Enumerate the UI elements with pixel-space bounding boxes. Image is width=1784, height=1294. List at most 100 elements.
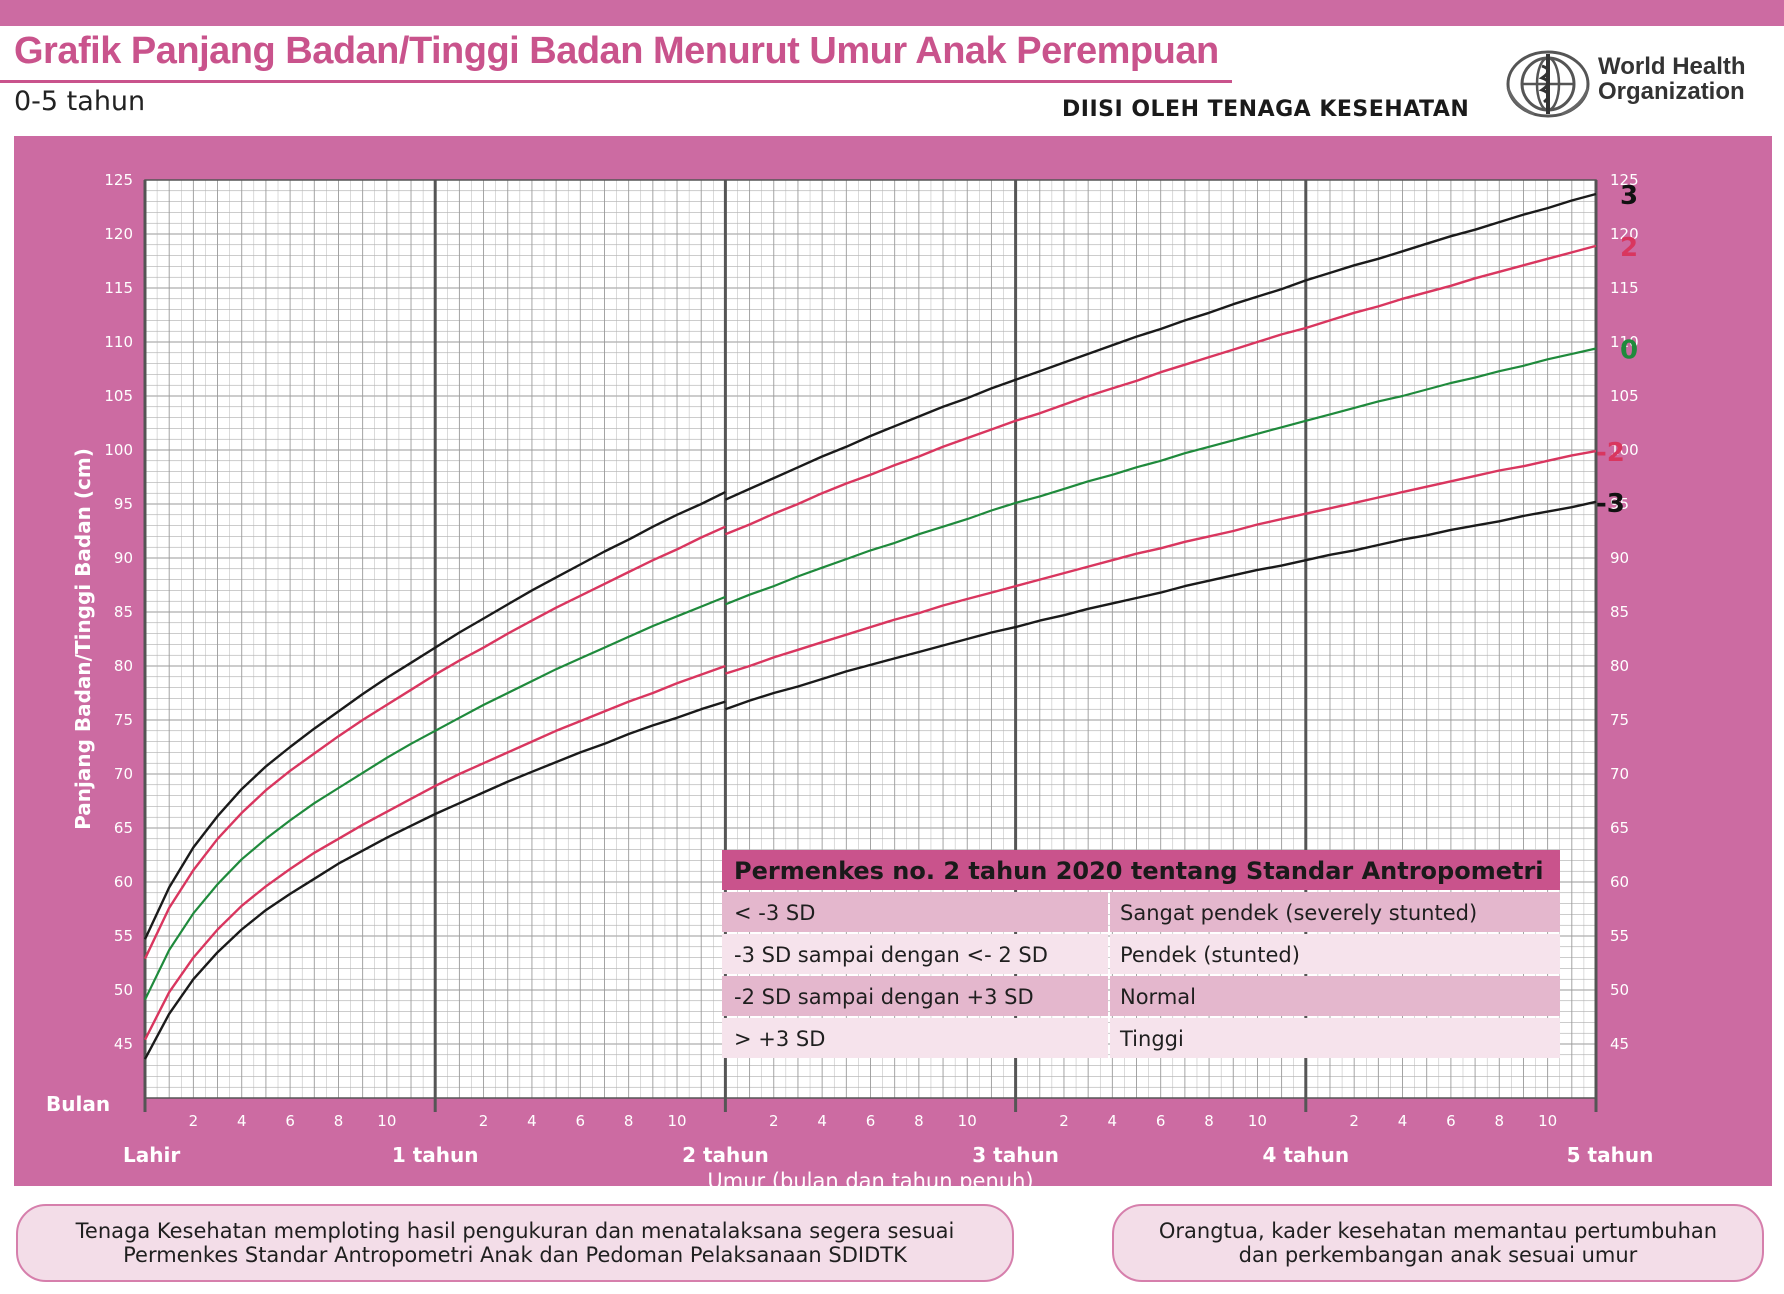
y-tick-label-left: 125 (104, 171, 133, 189)
y-tick-label-left: 75 (114, 711, 133, 729)
x-month-tick-label: 2 (189, 1112, 199, 1130)
sd-label: 3 (1620, 181, 1638, 211)
y-tick-label-right: 100 (1610, 441, 1639, 459)
y-tick-label-left: 110 (104, 333, 133, 351)
health-worker-note: Tenaga Kesehatan memploting hasil penguk… (16, 1204, 1014, 1282)
parent-note-line1: Orangtua, kader kesehatan memantau pertu… (1158, 1219, 1718, 1243)
x-month-tick-label: 2 (479, 1112, 489, 1130)
y-tick-label-right: 90 (1610, 549, 1629, 567)
who-name: World Health Organization (1598, 54, 1746, 104)
y-tick-label-right: 110 (1610, 333, 1639, 351)
y-tick-label-left: 120 (104, 225, 133, 243)
y-tick-label-right: 50 (1610, 981, 1629, 999)
x-month-tick-label: 4 (1108, 1112, 1118, 1130)
growth-chart: Permenkes no. 2 tahun 2020 tentang Stand… (46, 171, 1654, 1186)
y-tick-label-left: 80 (114, 657, 133, 675)
y-tick-label-right: 115 (1610, 279, 1639, 297)
table-range-cell: -2 SD sampai dengan +3 SD (734, 985, 1034, 1009)
y-tick-label-right: 125 (1610, 171, 1639, 189)
y-tick-label-left: 50 (114, 981, 133, 999)
y-tick-label-right: 105 (1610, 387, 1639, 405)
x-month-tick-label: 2 (769, 1112, 779, 1130)
who-name-line2: Organization (1598, 78, 1745, 105)
page-title: Grafik Panjang Badan/Tinggi Badan Menuru… (14, 30, 1219, 72)
x-month-tick-label: 4 (817, 1112, 827, 1130)
parent-note: Orangtua, kader kesehatan memantau pertu… (1112, 1204, 1764, 1282)
x-month-tick-label: 4 (527, 1112, 537, 1130)
x-month-tick-label: 2 (1059, 1112, 1069, 1130)
table-range-cell: > +3 SD (734, 1027, 825, 1051)
y-tick-label-left: 55 (114, 927, 133, 945)
sd-label: 2 (1620, 233, 1638, 263)
curve-sd-3-length (143, 700, 726, 1060)
y-tick-label-right: 60 (1610, 873, 1629, 891)
y-tick-label-right: 65 (1610, 819, 1629, 837)
table-category-cell: Tinggi (1119, 1027, 1184, 1051)
curve-sd2-length (143, 525, 726, 960)
x-month-tick-label: 6 (1156, 1112, 1166, 1130)
plot-border (144, 179, 1597, 1099)
y-tick-label-right: 75 (1610, 711, 1629, 729)
chart-panel: Permenkes no. 2 tahun 2020 tentang Stand… (14, 136, 1772, 1186)
y-tick-label-right: 70 (1610, 765, 1629, 783)
x-axis-title: Umur (bulan dan tahun penuh) (707, 1169, 1033, 1186)
x-year-label: 3 tahun (972, 1143, 1059, 1167)
y-tick-label-right: 120 (1610, 225, 1639, 243)
y-tick-label-left: 115 (104, 279, 133, 297)
table-cell-bg (722, 1018, 1108, 1058)
y-tick-label-left: 95 (114, 495, 133, 513)
x-month-tick-label: 10 (1248, 1112, 1267, 1130)
y-tick-label-right: 85 (1610, 603, 1629, 621)
table-title: Permenkes no. 2 tahun 2020 tentang Stand… (734, 857, 1544, 885)
sd-label: -2 (1596, 438, 1625, 468)
table-cell-bg (1110, 934, 1560, 974)
top-banner (0, 0, 1784, 26)
table-category-cell: Sangat pendek (severely stunted) (1120, 901, 1477, 925)
x-month-tick-label: 8 (1494, 1112, 1504, 1130)
curve-sd-3-height (724, 500, 1597, 711)
table-range-cell: -3 SD sampai dengan <- 2 SD (734, 943, 1048, 967)
sd-label: 0 (1620, 335, 1638, 365)
table-range-cell: < -3 SD (734, 901, 815, 925)
table-header-bg (722, 850, 1560, 890)
curve-sd0-length (144, 595, 726, 1001)
table-cell-bg (1110, 1018, 1560, 1058)
health-worker-note-line2: Permenkes Standar Antropometri Anak dan … (123, 1243, 907, 1267)
y-tick-label-left: 85 (114, 603, 133, 621)
title-underline (0, 80, 1232, 83)
y-tick-label-right: 80 (1610, 657, 1629, 675)
x-month-tick-label: 6 (285, 1112, 295, 1130)
x-month-tick-label: 2 (1349, 1112, 1359, 1130)
table-cell-bg (722, 934, 1108, 974)
y-tick-label-left: 90 (114, 549, 133, 567)
curve-sd0-height (724, 347, 1597, 606)
health-worker-note-line1: Tenaga Kesehatan memploting hasil penguk… (75, 1219, 955, 1243)
x-month-tick-label: 6 (866, 1112, 876, 1130)
filled-by-note: DIISI OLEH TENAGA KESEHATAN (1062, 97, 1470, 122)
curve-sd-2-height (725, 449, 1597, 675)
y-tick-label-left: 60 (114, 873, 133, 891)
x-month-tick-label: 10 (667, 1112, 686, 1130)
x-unit-label: Bulan (46, 1092, 110, 1116)
x-month-tick-label: 10 (377, 1112, 396, 1130)
curve-sd3-height (724, 192, 1597, 501)
y-tick-label-right: 45 (1610, 1035, 1629, 1053)
x-month-tick-label: 8 (914, 1112, 924, 1130)
curve-sd2-height (724, 244, 1597, 536)
y-tick-label-left: 100 (104, 441, 133, 459)
y-axis-title: Panjang Badan/Tinggi Badan (cm) (71, 448, 95, 830)
x-year-label: 5 tahun (1567, 1143, 1654, 1167)
x-month-tick-label: 10 (1538, 1112, 1557, 1130)
x-year-label: 4 tahun (1262, 1143, 1349, 1167)
curve-sd3-length (143, 491, 726, 940)
y-tick-label-left: 70 (114, 765, 133, 783)
table-cell-bg (1110, 976, 1560, 1016)
x-month-tick-label: 10 (958, 1112, 977, 1130)
y-tick-label-left: 105 (104, 387, 133, 405)
table-category-cell: Pendek (stunted) (1120, 943, 1300, 967)
who-name-line1: World Health (1598, 53, 1746, 80)
table-cell-bg (722, 976, 1108, 1016)
y-tick-label-left: 65 (114, 819, 133, 837)
table-category-cell: Normal (1120, 985, 1196, 1009)
y-tick-label-right: 55 (1610, 927, 1629, 945)
